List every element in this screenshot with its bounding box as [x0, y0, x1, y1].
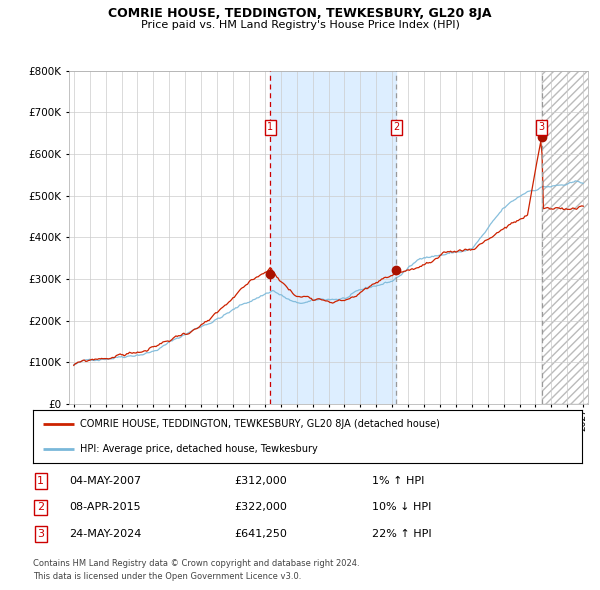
Text: 3: 3	[37, 529, 44, 539]
Text: 1: 1	[268, 123, 274, 133]
Text: 04-MAY-2007: 04-MAY-2007	[69, 476, 141, 486]
Text: 08-APR-2015: 08-APR-2015	[69, 503, 140, 512]
Text: 2: 2	[394, 123, 400, 133]
Text: 3: 3	[539, 123, 545, 133]
Bar	[271, 71, 397, 404]
Text: 10% ↓ HPI: 10% ↓ HPI	[372, 503, 431, 512]
Text: 1: 1	[37, 476, 44, 486]
Text: COMRIE HOUSE, TEDDINGTON, TEWKESBURY, GL20 8JA: COMRIE HOUSE, TEDDINGTON, TEWKESBURY, GL…	[108, 7, 492, 20]
Text: £312,000: £312,000	[234, 476, 287, 486]
Text: Contains HM Land Registry data © Crown copyright and database right 2024.: Contains HM Land Registry data © Crown c…	[33, 559, 359, 568]
Text: £641,250: £641,250	[234, 529, 287, 539]
Text: COMRIE HOUSE, TEDDINGTON, TEWKESBURY, GL20 8JA (detached house): COMRIE HOUSE, TEDDINGTON, TEWKESBURY, GL…	[80, 419, 440, 430]
Bar	[542, 71, 599, 404]
Text: Price paid vs. HM Land Registry's House Price Index (HPI): Price paid vs. HM Land Registry's House …	[140, 20, 460, 30]
Text: £322,000: £322,000	[234, 503, 287, 512]
Text: This data is licensed under the Open Government Licence v3.0.: This data is licensed under the Open Gov…	[33, 572, 301, 581]
Text: 1% ↑ HPI: 1% ↑ HPI	[372, 476, 424, 486]
Text: 22% ↑ HPI: 22% ↑ HPI	[372, 529, 431, 539]
Bar	[542, 71, 599, 404]
Text: 24-MAY-2024: 24-MAY-2024	[69, 529, 142, 539]
Text: HPI: Average price, detached house, Tewkesbury: HPI: Average price, detached house, Tewk…	[80, 444, 317, 454]
Text: 2: 2	[37, 503, 44, 512]
